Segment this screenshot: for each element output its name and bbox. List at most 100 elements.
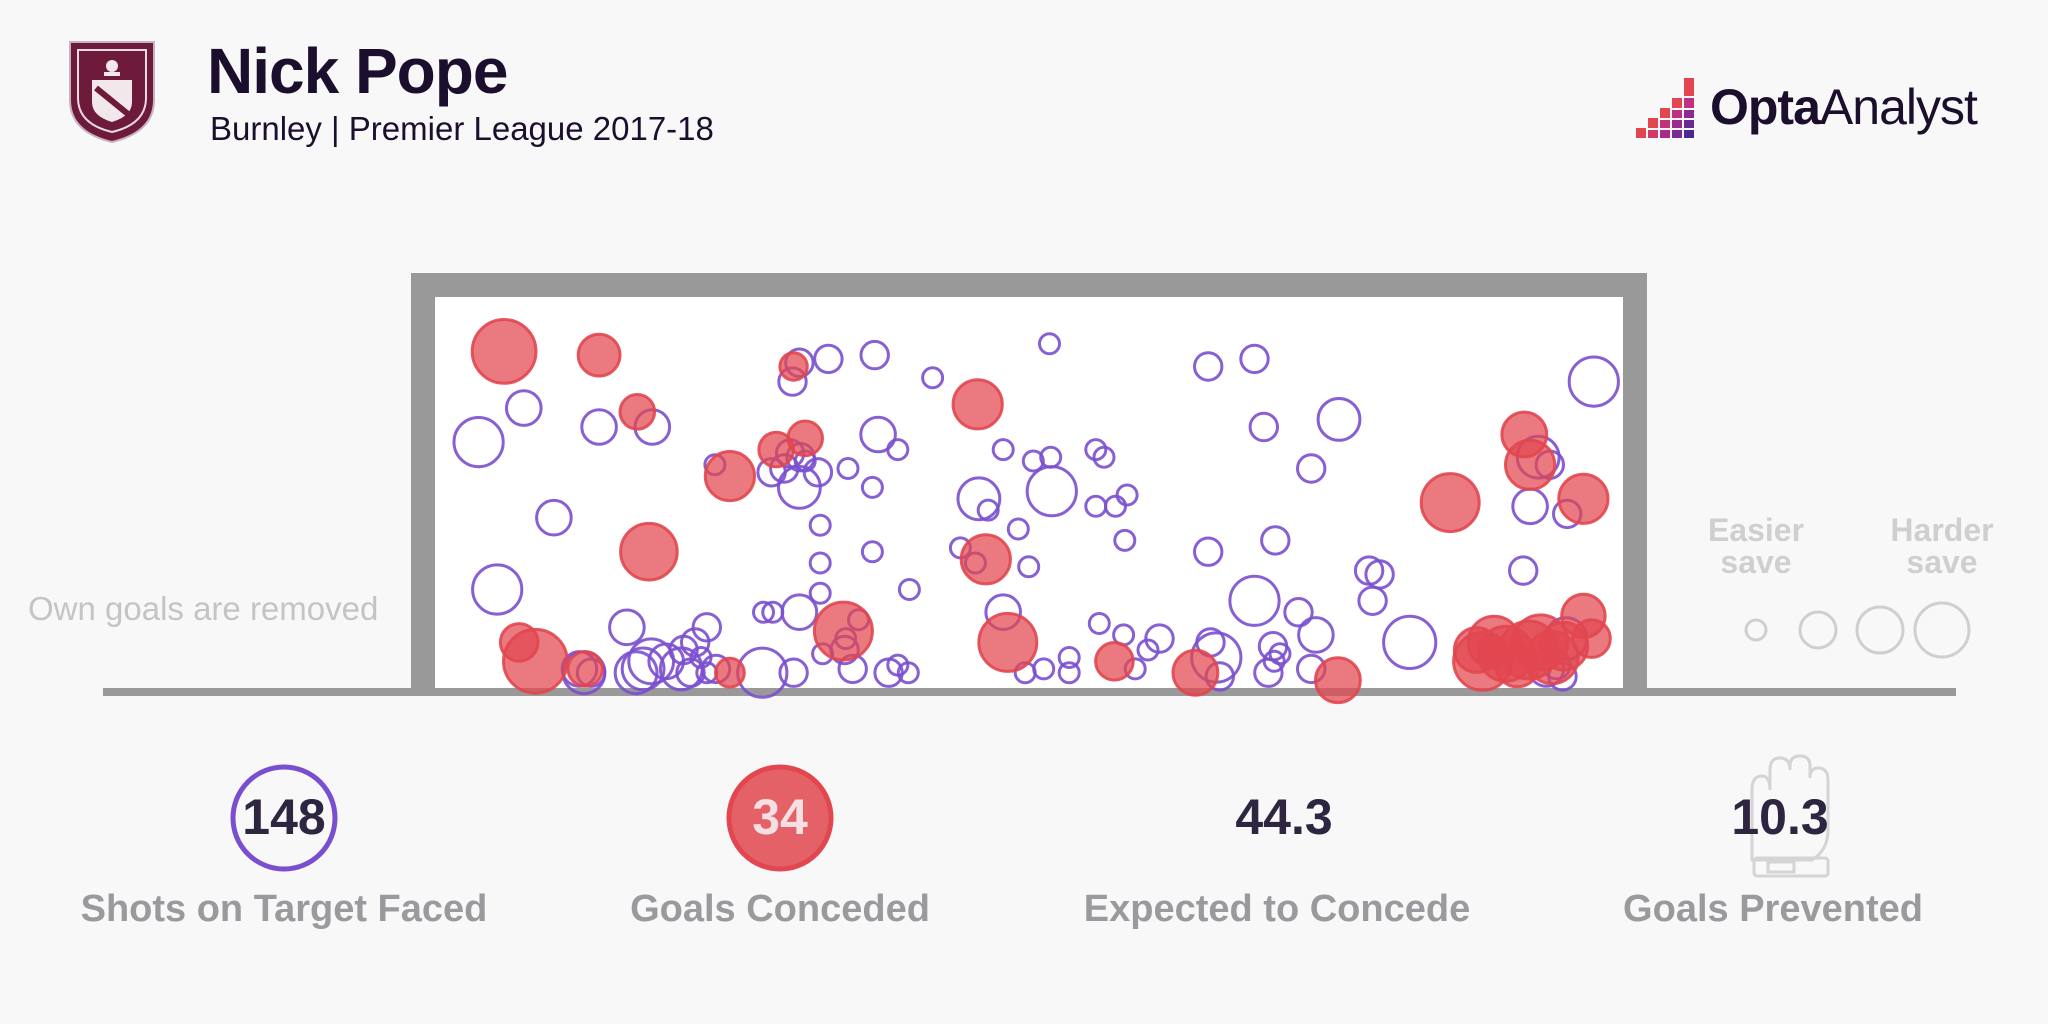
shot-faced-marker xyxy=(1113,528,1137,552)
shot-faced-marker xyxy=(675,657,706,688)
shot-faced-marker xyxy=(1057,646,1081,669)
goal-conceded-marker xyxy=(778,351,809,382)
shot-faced-marker xyxy=(886,438,910,462)
shot-faced-marker xyxy=(1092,445,1116,469)
shot-faced-marker xyxy=(777,465,822,510)
opta-analyst-wordmark: OptaAnalyst xyxy=(1710,78,1978,136)
goal-conceded-marker xyxy=(1538,620,1590,672)
shot-faced-marker xyxy=(1297,616,1335,654)
shot-faced-marker xyxy=(802,457,834,488)
logo-text-light: Analyst xyxy=(1819,79,1978,135)
goal-conceded-marker xyxy=(703,450,757,503)
shots-layer xyxy=(452,318,1620,705)
goal-conceded-marker xyxy=(1452,626,1501,674)
goal-conceded-marker xyxy=(786,419,825,458)
shot-faced-marker xyxy=(1296,453,1327,484)
shot-faced-marker xyxy=(613,650,659,696)
shot-faced-marker xyxy=(1038,332,1061,356)
own-goals-note: Own goals are removed xyxy=(28,590,379,627)
shot-faced-marker xyxy=(1567,355,1620,408)
burnley-crest-icon xyxy=(69,41,155,144)
shot-faced-marker xyxy=(991,438,1015,462)
shot-faced-marker xyxy=(535,498,573,537)
shot-faced-marker xyxy=(580,408,618,446)
goal-conceded-marker xyxy=(977,611,1039,673)
goal-conceded-marker xyxy=(470,318,538,385)
left-post xyxy=(411,273,435,693)
shot-faced-marker xyxy=(1508,555,1539,586)
goals-disc xyxy=(726,764,834,872)
goal-conceded-marker xyxy=(959,533,1012,586)
shot-faced-marker xyxy=(691,612,722,643)
shot-faced-marker xyxy=(808,551,832,575)
prevented-label: Goals Prevented xyxy=(1623,888,1923,930)
shot-faced-marker xyxy=(1115,483,1139,507)
legend-harder-save: Harder save xyxy=(1890,512,1994,580)
shot-faced-marker xyxy=(471,563,524,616)
shot-faced-marker xyxy=(859,339,890,371)
shot-faced-marker xyxy=(505,389,543,427)
shot-faced-marker xyxy=(1283,597,1314,628)
legend-size-circle xyxy=(1913,601,1971,659)
goal-conceded-marker xyxy=(1171,648,1220,697)
shot-faced-marker xyxy=(1057,661,1081,685)
shot-faced-marker xyxy=(1017,555,1041,579)
shot-faced-marker xyxy=(1260,525,1291,556)
shot-faced-marker xyxy=(808,513,832,537)
legend-size-circle xyxy=(1855,605,1905,655)
goal-conceded-marker xyxy=(1419,472,1481,534)
legend-easier-save: Easier save xyxy=(1707,512,1805,580)
opta-analyst-logo-icon xyxy=(1636,78,1694,138)
shot-faced-marker xyxy=(836,457,860,480)
shot-faced-marker xyxy=(608,608,646,647)
goal-conceded-marker xyxy=(618,393,657,431)
shot-faced-marker xyxy=(452,416,505,469)
goalkeeper-glove-icon xyxy=(1750,754,1830,878)
shot-faced-marker xyxy=(1248,411,1280,443)
xg-label: Expected to Concede xyxy=(1083,888,1471,930)
shot-faced-marker xyxy=(1262,649,1286,673)
shot-faced-marker xyxy=(859,415,897,454)
goal-conceded-marker xyxy=(1094,641,1135,682)
shot-faced-marker xyxy=(1193,536,1224,567)
shot-faced-marker xyxy=(752,600,775,624)
goal-conceded-marker xyxy=(1504,438,1557,491)
shot-faced-marker xyxy=(1006,517,1030,541)
shot-faced-marker xyxy=(813,343,844,375)
goal-conceded-marker xyxy=(502,627,569,695)
crossbar xyxy=(411,273,1647,297)
shot-faced-marker xyxy=(896,661,920,685)
goal-conceded-marker xyxy=(1557,472,1610,525)
prevented-value: 10.3 xyxy=(1731,789,1829,845)
legend-size-circle xyxy=(1798,610,1838,650)
shot-faced-marker xyxy=(921,366,945,390)
player-name: Nick Pope xyxy=(207,35,508,107)
logo-text-bold: Opta xyxy=(1710,79,1821,135)
goal-conceded-marker xyxy=(1314,656,1362,705)
shot-faced-marker xyxy=(1193,351,1224,382)
shot-faced-marker xyxy=(1021,449,1045,473)
shot-faced-marker xyxy=(1136,638,1160,662)
shot-faced-marker xyxy=(1087,612,1111,635)
shot-faced-marker xyxy=(1144,623,1175,654)
shot-faced-marker xyxy=(1025,465,1078,518)
goals-label: Goals Conceded xyxy=(630,888,930,930)
shot-faced-marker xyxy=(1316,397,1362,442)
shots-label: Shots on Target Faced xyxy=(80,888,488,930)
shot-faced-marker xyxy=(808,581,832,605)
goals-value: 34 xyxy=(752,789,808,845)
shot-faced-marker xyxy=(1357,585,1388,616)
shot-faced-marker xyxy=(620,646,666,692)
ground-line xyxy=(103,688,1956,696)
goal-conceded-marker xyxy=(812,600,874,662)
right-post xyxy=(1623,273,1647,693)
player-subtitle: Burnley | Premier League 2017-18 xyxy=(210,110,714,147)
shots-value: 148 xyxy=(242,789,326,845)
goal-conceded-marker xyxy=(951,378,1004,431)
goal-conceded-marker xyxy=(576,332,622,378)
shot-faced-marker xyxy=(1239,343,1270,375)
goal-conceded-marker xyxy=(714,656,746,689)
legend-size-circle xyxy=(1744,618,1768,642)
shot-faced-marker xyxy=(897,578,921,601)
